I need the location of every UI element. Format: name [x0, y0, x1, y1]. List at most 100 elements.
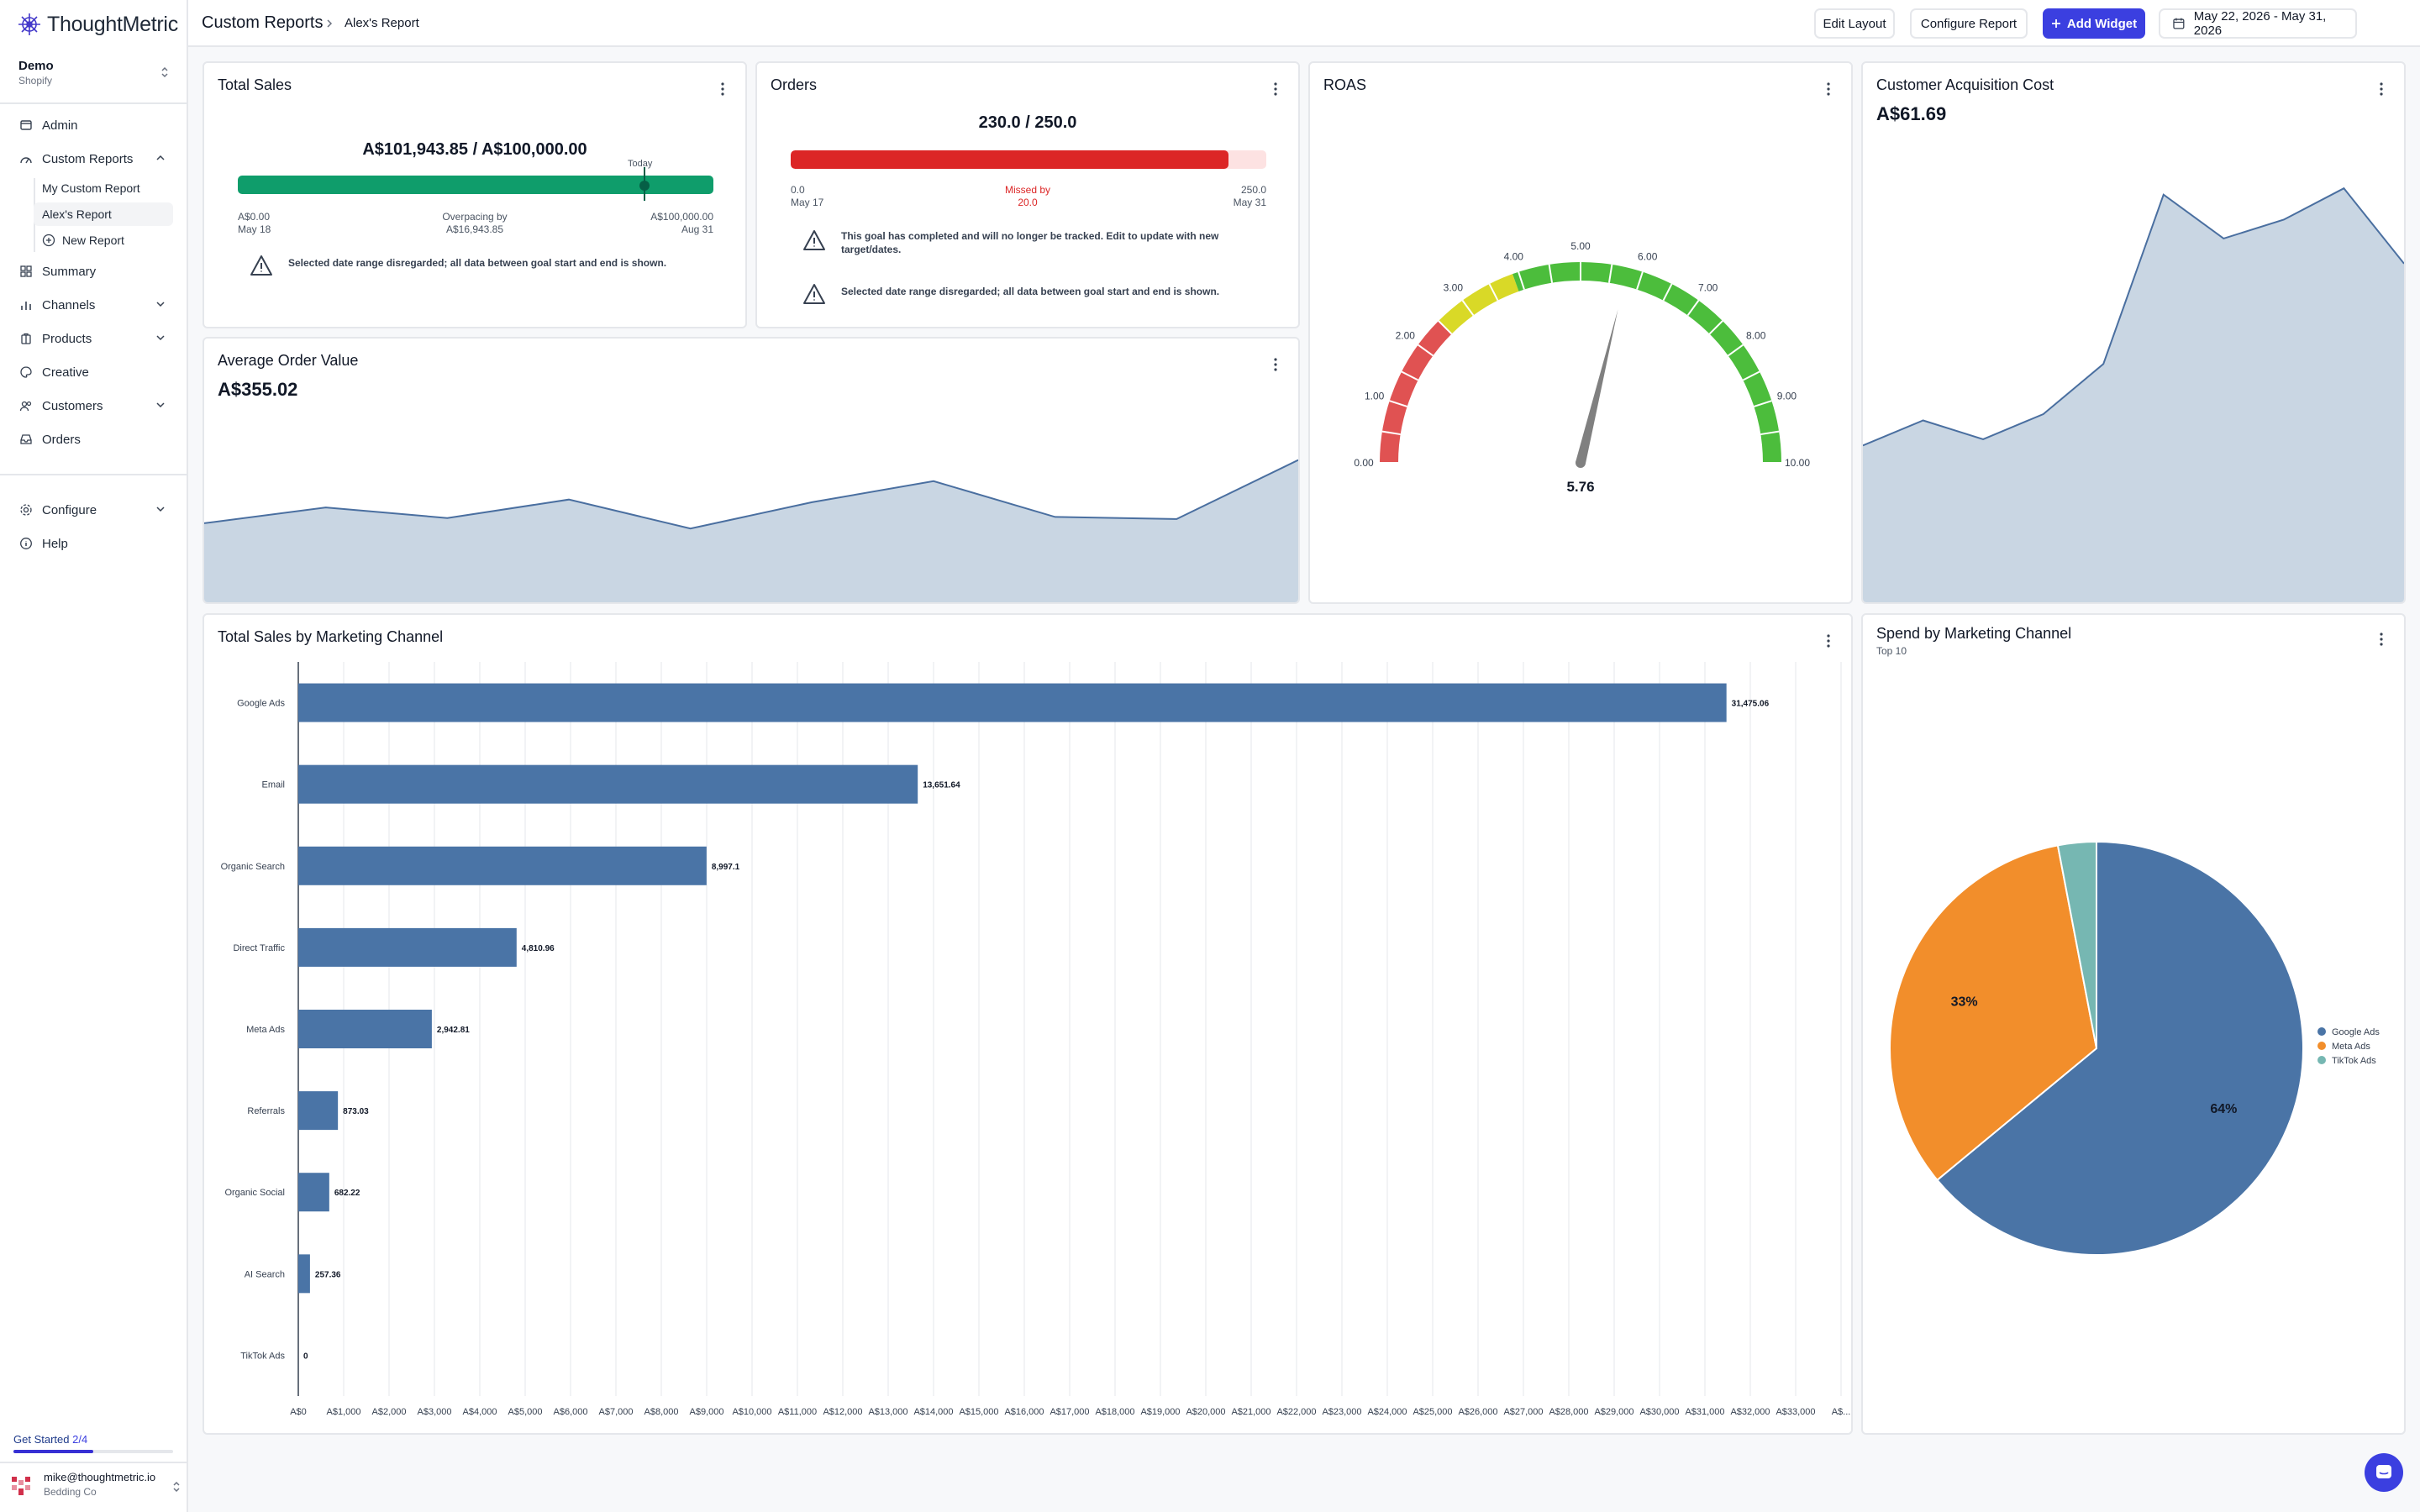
- gauge-tick: [1760, 430, 1780, 436]
- data-point: [2223, 238, 2224, 239]
- goal-warning: Selected date range disregarded; all dat…: [802, 283, 1273, 305]
- warning-text: Selected date range disregarded; all dat…: [288, 257, 667, 269]
- more-options-icon[interactable]: [2379, 81, 2384, 97]
- add-widget-label: Add Widget: [2066, 16, 2138, 31]
- bar-value-label: 257.36: [315, 1270, 341, 1279]
- cac-widget: Customer Acquisition Cost A$61.69: [1861, 61, 2406, 604]
- more-options-icon[interactable]: [1273, 81, 1278, 97]
- bar-value-label: 31,475.06: [1732, 700, 1770, 709]
- sidebar-item-customers[interactable]: Customers: [12, 393, 173, 418]
- y-tick-label: Google Ads: [237, 699, 285, 709]
- reports-icon: [18, 151, 34, 166]
- roas-gauge: 0.00 1.00 2.00 3.00 4.00 5.00 6.00 7.00 8.00 9.00…: [1354, 240, 1810, 495]
- more-options-icon[interactable]: [1273, 357, 1278, 372]
- user-menu[interactable]: mike@thoughtmetric.io Bedding Co: [10, 1470, 182, 1504]
- goal-summary: 230.0 / 250.0: [978, 113, 1077, 132]
- area-fill: [204, 459, 1298, 602]
- x-tick-label: A$22,000: [1276, 1407, 1316, 1417]
- sidebar-item-channels[interactable]: Channels: [12, 292, 173, 318]
- more-options-icon[interactable]: [720, 81, 725, 97]
- y-tick-label: Organic Social: [224, 1188, 285, 1198]
- more-options-icon[interactable]: [1826, 633, 1831, 648]
- bar[interactable]: [298, 1010, 432, 1048]
- app-logo[interactable]: ThoughtMetric: [17, 12, 178, 37]
- sidebar-item-custom-reports[interactable]: Custom Reports: [12, 146, 173, 171]
- summary-icon: [18, 264, 34, 279]
- legend-label[interactable]: Meta Ads: [2332, 1042, 2370, 1052]
- pie-slice[interactable]: [1889, 844, 2098, 1182]
- bar[interactable]: [298, 764, 918, 804]
- sidebar-item-products[interactable]: Products: [12, 326, 173, 351]
- sidebar-item-summary[interactable]: Summary: [12, 259, 173, 284]
- sidebar-item-admin[interactable]: Admin: [12, 113, 173, 138]
- sub-item-alexs-report[interactable]: Alex's Report: [34, 202, 173, 226]
- sidebar-divider: [0, 102, 188, 104]
- gauge-tick: [1727, 344, 1744, 357]
- top-bar: Custom Reports Alex's Report Edit Layout…: [188, 0, 2420, 47]
- legend-label[interactable]: TikTok Ads: [2332, 1056, 2376, 1066]
- sidebar-item-help[interactable]: Help: [12, 531, 173, 556]
- more-options-icon[interactable]: [1826, 81, 1831, 97]
- legend-label[interactable]: Google Ads: [2332, 1027, 2380, 1037]
- orders-icon: [18, 432, 34, 447]
- edit-layout-button[interactable]: Edit Layout: [1814, 8, 1895, 39]
- chat-support-button[interactable]: [2365, 1453, 2403, 1492]
- sidebar-divider: [0, 474, 188, 475]
- x-tick-label: A$23,000: [1322, 1407, 1361, 1417]
- breadcrumb-root[interactable]: Custom Reports: [202, 13, 324, 32]
- warning-icon: [803, 230, 825, 250]
- data-point: [1297, 459, 1298, 461]
- y-tick-label: Organic Search: [221, 862, 285, 872]
- cac-area-chart: [1863, 186, 2404, 602]
- bar-value-label: 873.03: [343, 1107, 369, 1116]
- x-tick-label: A$4,000: [463, 1407, 497, 1417]
- x-tick-label: A$27,000: [1503, 1407, 1543, 1417]
- data-point: [446, 517, 448, 519]
- chat-icon: [2376, 1465, 2391, 1478]
- orders-widget: Orders 230.0 / 250.0 0.0 May 17 Missed b…: [755, 61, 1300, 328]
- goal-status: Missed by: [1004, 184, 1051, 196]
- data-point: [690, 528, 692, 529]
- date-range-picker[interactable]: May 22, 2026 - May 31, 2026: [2159, 8, 2357, 39]
- chevron-down-icon: [156, 402, 165, 408]
- x-tick-label: A$18,000: [1095, 1407, 1134, 1417]
- spend-by-channel-widget: Spend by Marketing Channel Top 10 64% 33%…: [1861, 613, 2406, 1435]
- logo-icon: [18, 13, 40, 35]
- goal-summary: A$101,943.85 / A$100,000.00: [362, 140, 587, 159]
- sub-item-my-custom-report[interactable]: My Custom Report: [34, 176, 173, 200]
- gauge-tick: [1686, 300, 1700, 317]
- sidebar-item-configure[interactable]: Configure: [12, 497, 173, 522]
- sub-item-new-report[interactable]: New Report: [34, 228, 173, 252]
- bar[interactable]: [298, 1091, 339, 1131]
- x-tick-label: A$9,000: [690, 1407, 724, 1417]
- bar[interactable]: [298, 1254, 310, 1294]
- calendar-icon: [2173, 18, 2185, 29]
- configure-report-button[interactable]: Configure Report: [1910, 8, 2028, 39]
- pie-slice[interactable]: [2056, 840, 2097, 1049]
- bar[interactable]: [298, 1173, 329, 1212]
- org-platform: Shopify: [18, 75, 53, 87]
- warning-text: Selected date range disregarded; all dat…: [841, 286, 1220, 297]
- pie-slice[interactable]: [1936, 840, 2304, 1256]
- bar[interactable]: [298, 846, 707, 885]
- gauge-tick: [1418, 344, 1434, 357]
- sidebar-item-orders[interactable]: Orders: [12, 427, 173, 452]
- data-point: [204, 522, 205, 524]
- products-icon: [18, 331, 34, 346]
- org-switcher[interactable]: Demo Shopify: [18, 59, 170, 87]
- more-options-icon[interactable]: [2379, 632, 2384, 647]
- gauge-tick-label: 3.00: [1444, 281, 1464, 293]
- kpi-value: A$61.69: [1876, 103, 1947, 124]
- get-started-link[interactable]: Get Started 2/4: [13, 1433, 87, 1446]
- sidebar-divider: [0, 1462, 188, 1463]
- bar[interactable]: [298, 683, 1727, 722]
- org-name: Demo: [18, 59, 54, 73]
- data-point: [2043, 413, 2044, 415]
- x-tick-label: A$21,000: [1231, 1407, 1270, 1417]
- sidebar-item-creative[interactable]: Creative: [12, 360, 173, 385]
- widget-title: Spend by Marketing Channel: [1876, 625, 2072, 642]
- bar[interactable]: [298, 927, 517, 967]
- add-widget-button[interactable]: Add Widget: [2043, 8, 2145, 39]
- widget-subtitle: Top 10: [1876, 645, 1907, 657]
- x-tick-label: A$20,000: [1186, 1407, 1225, 1417]
